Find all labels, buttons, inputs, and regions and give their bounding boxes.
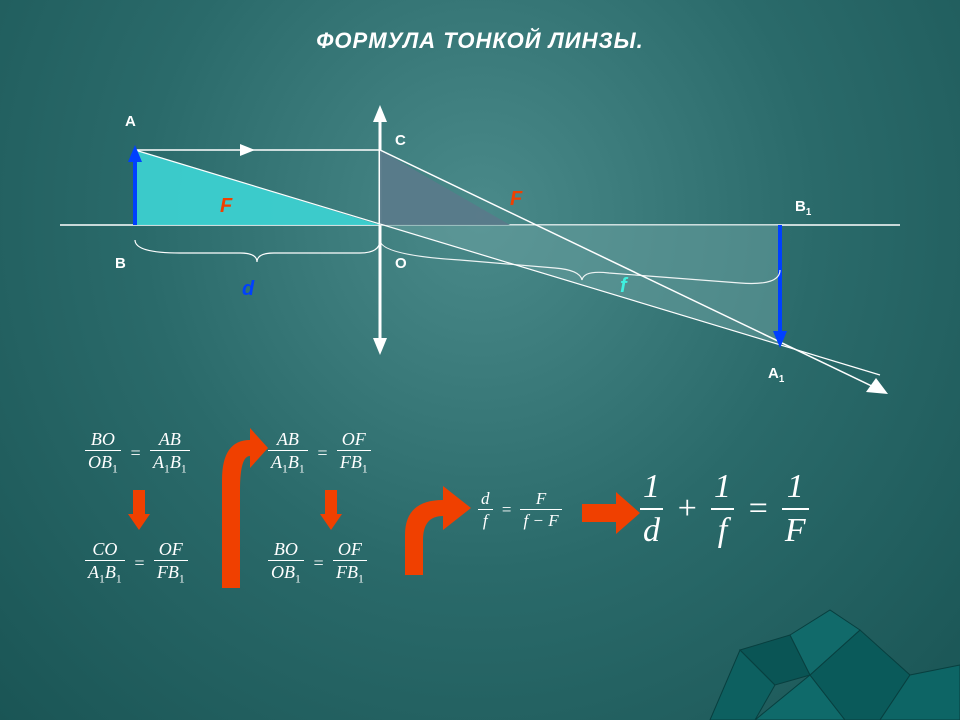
param-d: d (242, 278, 254, 301)
formula-1: BOOB1 = ABA1B1 (85, 430, 190, 475)
label-C: C (395, 132, 406, 149)
label-A1: A1 (768, 365, 784, 385)
lens-diagram: A B C O B1 A1 F F d f (60, 90, 900, 410)
formula-3: COA1B1 = OFFB1 (85, 540, 188, 585)
param-f: f (620, 275, 627, 298)
label-B: B (115, 255, 126, 272)
param-F-right: F (510, 188, 522, 211)
arrow-up-curve-1 (210, 420, 270, 590)
label-B1: B1 (795, 198, 811, 218)
formula-2: ABA1B1 = OFFB1 (268, 430, 371, 475)
formula-5: df = Ff − F (478, 490, 562, 529)
formula-final: 1d + 1f = 1F (640, 470, 809, 548)
formula-4: BOOB1 = OFFB1 (268, 540, 367, 585)
label-A: A (125, 113, 136, 130)
arrow-down-2 (320, 490, 342, 530)
arrow-down-1 (128, 490, 150, 530)
label-O: O (395, 255, 407, 272)
param-F-left: F (220, 195, 232, 218)
corner-decoration (680, 580, 960, 720)
diagram-svg (60, 90, 900, 410)
arrow-curve-2 (395, 480, 475, 580)
arrow-right-3 (582, 490, 642, 536)
page-title: ФОРМУЛА ТОНКОЙ ЛИНЗЫ. (0, 28, 960, 54)
